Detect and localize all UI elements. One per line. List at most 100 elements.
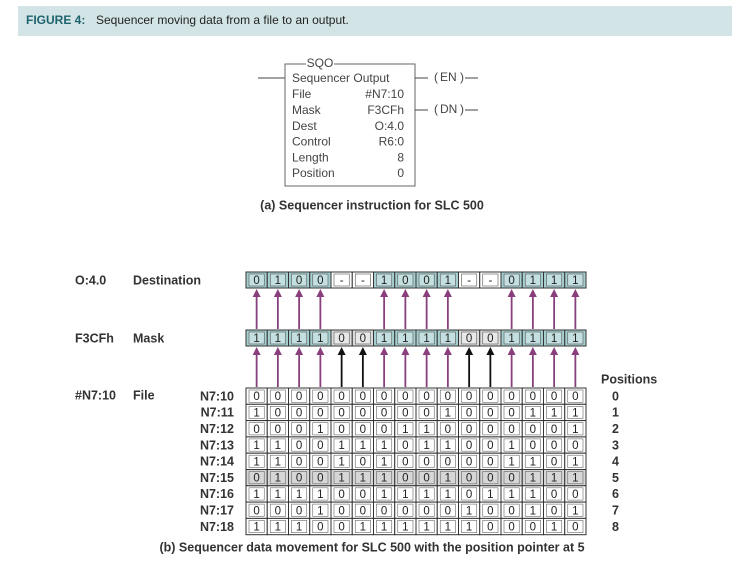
file-bit: 0 [508,407,514,419]
file-inner [291,454,308,468]
file-bit: 0 [317,440,323,452]
dest-inner [567,273,584,287]
dest-bit: - [361,275,365,287]
file-bit: 1 [530,456,536,468]
file-inner [376,454,393,468]
mask-inner [418,331,435,345]
file-inner [248,405,265,419]
row-name: N7:15 [200,471,234,485]
file-bit: 0 [402,473,408,485]
field-name: Dest [292,119,317,133]
file-inner [376,389,393,403]
row-position: 5 [612,471,619,485]
file-bit: 1 [317,505,323,517]
dest-address: O:4.0 [75,273,106,287]
arrow-head [443,347,452,355]
file-bit: 1 [275,489,281,501]
arrow-head [316,347,325,355]
file-bit: 1 [338,440,344,452]
figure-label: FIGURE 4: [26,13,85,27]
file-bit: 0 [338,407,344,419]
dest-inner [439,273,456,287]
file-bit: 1 [402,489,408,501]
file-bit: 1 [530,489,536,501]
arrow-head [316,289,325,297]
file-bit: 1 [551,407,557,419]
file-inner [461,438,478,452]
file-bit: 0 [508,424,514,436]
file-bit: 0 [508,505,514,517]
file-bit: 1 [445,489,451,501]
file-bit: 0 [445,456,451,468]
dest-bit: 1 [381,275,387,287]
file-bit: 1 [402,522,408,534]
mask-bit: 1 [572,333,578,345]
arrow-head [507,347,516,355]
row-name: N7:18 [200,520,234,534]
file-inner [269,389,286,403]
file-bit: 0 [317,391,323,403]
file-bit: 1 [317,424,323,436]
row-name: N7:14 [200,455,234,469]
file-bit: 1 [381,489,387,501]
dest-bit: 1 [572,275,578,287]
file-inner [312,520,329,534]
mask-inner [524,331,541,345]
file-inner [291,389,308,403]
file-inner [439,520,456,534]
file-bit: 0 [487,505,493,517]
file-inner [546,389,563,403]
arrow-head [571,289,580,297]
file-inner [524,438,541,452]
file-inner [397,503,414,517]
file-bit: 0 [360,391,366,403]
mask-inner [312,331,329,345]
file-inner [354,520,371,534]
file-bit: 1 [253,522,259,534]
file-inner [397,454,414,468]
file-bit: 0 [402,505,408,517]
file-inner [439,438,456,452]
file-bit: 0 [508,473,514,485]
mask-inner [376,331,393,345]
file-inner [333,422,350,436]
dest-bit: 0 [253,275,259,287]
file-inner [248,520,265,534]
mask-bit: 1 [530,333,536,345]
file-inner [376,405,393,419]
file-inner [503,503,520,517]
field-value: O:4.0 [375,119,405,133]
field-name: Mask [292,103,322,117]
file-bit: 1 [572,456,578,468]
file-bit: 0 [572,489,578,501]
file-bit: 0 [508,391,514,403]
arrow-head [273,289,282,297]
file-bit: 0 [360,456,366,468]
file-bit: 0 [381,505,387,517]
dest-bit: - [467,275,471,287]
file-inner [397,520,414,534]
file-inner [269,454,286,468]
mask-inner [567,331,584,345]
file-inner [482,389,499,403]
file-bit: 1 [381,522,387,534]
file-inner [397,438,414,452]
file-bit: 1 [466,522,472,534]
file-bit: 0 [360,505,366,517]
arrow-head [507,289,516,297]
arrow-head [422,347,431,355]
file-bit: 1 [445,407,451,419]
dest-bit: 0 [317,275,323,287]
file-bit: 1 [296,489,302,501]
file-bit: 0 [253,391,259,403]
arrow-head [252,289,261,297]
file-inner [482,454,499,468]
file-bit: 0 [338,424,344,436]
row-position: 8 [612,520,619,534]
file-bit: 0 [487,391,493,403]
field-name: Position [292,166,335,180]
file-inner [376,471,393,485]
file-bit: 1 [381,440,387,452]
file-inner [503,520,520,534]
file-bit: 0 [530,440,536,452]
